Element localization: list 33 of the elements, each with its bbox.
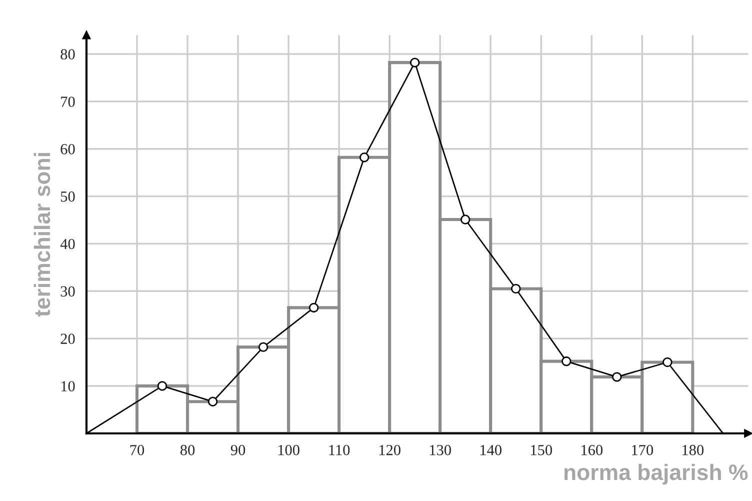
y-tick-label: 30 (60, 286, 75, 297)
y-tick-label: 50 (60, 191, 75, 202)
point (308, 302, 319, 313)
x-axis-title: norma bajarish % (564, 464, 748, 485)
y-tick-label: 60 (60, 144, 75, 154)
x-tick-label: 180 (682, 444, 704, 456)
point (258, 342, 268, 352)
point (359, 152, 370, 162)
y-tick-label: 10 (61, 381, 75, 392)
point (460, 214, 470, 224)
point (511, 284, 521, 294)
y-tick-label: 70 (61, 96, 75, 107)
point (208, 396, 218, 406)
x-tick-label: 150 (531, 444, 552, 456)
point (662, 357, 672, 368)
x-tick-label: 160 (582, 444, 603, 456)
x-tick-label: 100 (278, 444, 300, 456)
y-tick-label: 40 (60, 238, 75, 250)
x-tick-label: 110 (329, 444, 350, 456)
x-tick-label: 120 (379, 444, 400, 456)
point (612, 372, 622, 382)
x-tick-label: 170 (632, 444, 654, 456)
x-tick-label: 130 (430, 444, 451, 456)
point (410, 58, 420, 68)
x-tick-label: 80 (180, 444, 195, 456)
x-tick-label: 70 (130, 444, 144, 456)
x-tick-label: 90 (230, 444, 246, 456)
y-tick-label: 80 (60, 49, 75, 60)
x-tick-label: 140 (480, 444, 502, 456)
y-axis-title: terimchilar soni (34, 153, 50, 317)
y-tick-label: 20 (60, 334, 75, 344)
point (157, 381, 168, 391)
point (562, 356, 572, 366)
